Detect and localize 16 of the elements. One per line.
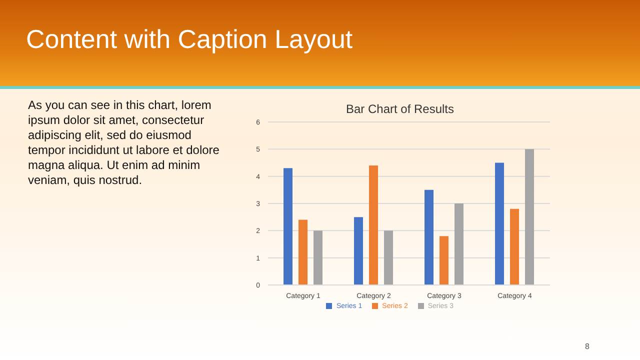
text: As you can see in this chart, lorem ipsum dolor sit amet, consectetur adipiscing elit, sed do eiusmod tempor incididunt ut labore et dolore magna aliqua. Ut enim ad minim veniam, quis nostrud. <box>28 98 220 188</box>
bar <box>454 204 464 285</box>
bar <box>440 236 449 285</box>
bar <box>510 208 520 285</box>
bar <box>284 168 293 285</box>
chart-title: Content with Caption Layout <box>26 24 353 55</box>
chart-subtitle: Bar Chart of Results <box>344 102 456 116</box>
bar <box>525 149 534 285</box>
text: 8 <box>585 342 590 351</box>
bar <box>314 230 323 285</box>
bar <box>354 217 364 285</box>
bar <box>384 230 394 285</box>
bar <box>424 190 434 285</box>
bar <box>369 165 378 285</box>
bar <box>298 220 308 285</box>
bar <box>495 162 504 285</box>
